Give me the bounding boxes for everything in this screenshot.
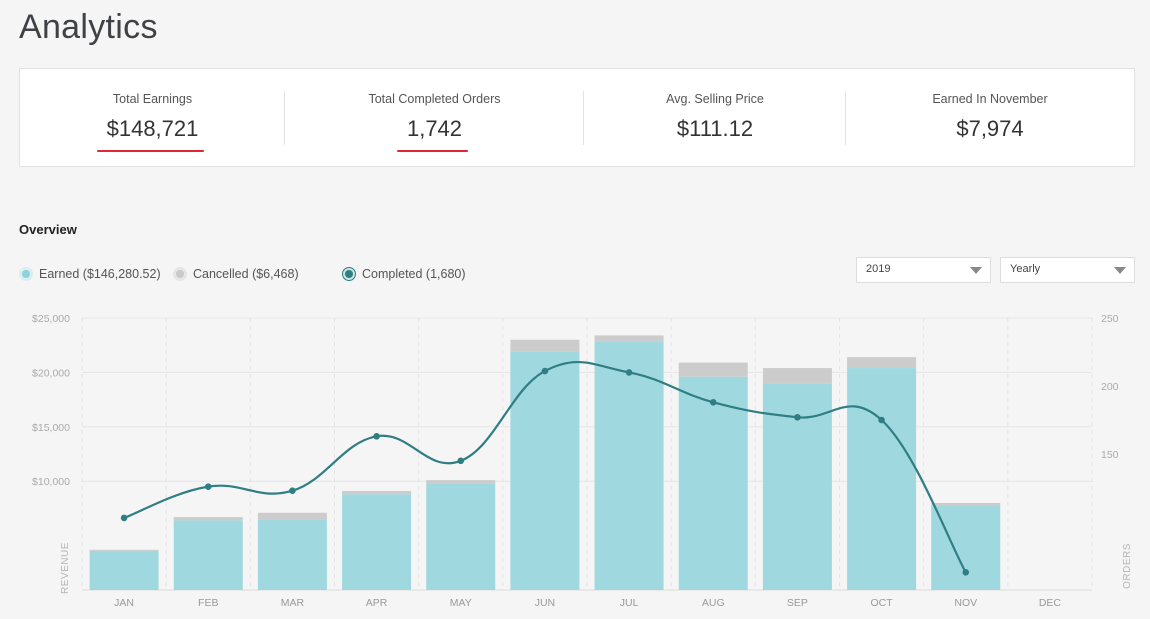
legend-cancelled[interactable]: Cancelled ($6,468) <box>173 267 299 281</box>
stat-value: $7,974 <box>956 116 1023 142</box>
cancelled-bar <box>847 357 917 369</box>
stat-label: Total Completed Orders <box>368 92 501 106</box>
cancelled-bar <box>931 502 1001 506</box>
period-select[interactable]: Yearly <box>1000 257 1135 283</box>
overview-title: Overview <box>19 222 77 237</box>
cancelled-bar <box>426 480 496 484</box>
chevron-down-icon <box>970 267 982 274</box>
legend-label: Earned ($146,280.52) <box>39 267 161 281</box>
x-tick-label: APR <box>366 597 388 609</box>
cancelled-bar <box>257 512 327 520</box>
year-select-value: 2019 <box>866 263 891 275</box>
legend-earned[interactable]: Earned ($146,280.52) <box>19 267 161 281</box>
x-tick-label: OCT <box>870 597 893 609</box>
completed-point <box>878 416 885 424</box>
chevron-down-icon <box>1114 267 1126 274</box>
y-right-axis-label: ORDERS <box>1122 543 1133 589</box>
x-tick-label: SEP <box>787 597 808 609</box>
cancelled-bar <box>342 490 412 495</box>
y-right-tick-label: 200 <box>1101 381 1119 393</box>
completed-point <box>625 369 633 376</box>
completed-point <box>204 483 212 490</box>
completed-point <box>289 487 296 495</box>
earned-bar <box>594 341 664 590</box>
stat-value-text: $148,721 <box>106 116 199 141</box>
earned-bar <box>257 519 327 590</box>
earned-bar <box>173 520 243 590</box>
y-left-tick-label: $15,000 <box>32 422 70 434</box>
stat-value: $111.12 <box>677 116 753 142</box>
legend-label: Completed (1,680) <box>362 267 466 281</box>
divider <box>583 91 584 145</box>
period-select-value: Yearly <box>1010 263 1041 275</box>
completed-point <box>373 433 380 440</box>
earned-bar <box>510 351 580 590</box>
overview-chart: $25,000 $20,000 $15,000 $10,000 250 200 150 REV… <box>32 313 1133 609</box>
cancelled-bar <box>678 362 748 377</box>
stat-value: 1,742 <box>396 116 469 152</box>
highlight-underline <box>396 150 469 152</box>
completed-point <box>962 569 970 576</box>
x-tick-label: JUL <box>620 597 639 609</box>
x-tick-label: JAN <box>114 597 134 609</box>
x-tick-label: JUN <box>535 597 555 609</box>
page-title: Analytics <box>19 8 158 46</box>
divider <box>845 91 846 145</box>
completed-point <box>120 514 128 522</box>
stat-label: Avg. Selling Price <box>666 92 764 106</box>
cancelled-bar <box>594 335 664 342</box>
y-left-tick-label: $25,000 <box>32 313 70 325</box>
stat-value-text: $111.12 <box>676 116 754 141</box>
y-right-tick-label: 150 <box>1101 449 1119 461</box>
stats-card: Total Earnings $148,721 Total Completed … <box>19 68 1135 167</box>
x-tick-label: MAY <box>450 597 472 609</box>
earned-bar <box>931 505 1001 590</box>
cancelled-bar <box>762 368 832 384</box>
earned-bar <box>847 368 917 590</box>
cancelled-bar <box>173 517 243 521</box>
stat-earned-in-november: Earned In November $7,974 <box>846 69 1134 166</box>
legend-completed[interactable]: Completed (1,680) <box>342 267 466 281</box>
completed-point <box>457 457 465 465</box>
stat-value-text: $7,974 <box>956 116 1024 141</box>
stat-avg-selling-price: Avg. Selling Price $111.12 <box>584 69 846 166</box>
year-select[interactable]: 2019 <box>856 257 991 283</box>
x-tick-label: MAR <box>281 597 305 609</box>
x-tick-label: DEC <box>1039 597 1062 609</box>
stat-total-earnings: Total Earnings $148,721 <box>20 69 285 166</box>
x-tick-label: FEB <box>198 597 218 609</box>
divider <box>284 91 285 145</box>
highlight-underline <box>96 150 205 152</box>
earned-bar <box>426 483 496 590</box>
x-tick-label: AUG <box>702 597 725 609</box>
earned-bar <box>89 550 159 590</box>
earned-bar <box>342 494 412 590</box>
completed-point <box>794 413 801 421</box>
legend-label: Cancelled ($6,468) <box>193 267 299 281</box>
completed-point <box>709 399 717 406</box>
stat-label: Total Earnings <box>112 92 193 106</box>
y-left-axis-label: REVENUE <box>60 542 71 594</box>
earned-bar <box>678 376 748 590</box>
y-left-tick-label: $10,000 <box>32 476 70 488</box>
cancelled-legend-marker-icon <box>173 267 187 281</box>
y-left-tick-label: $20,000 <box>32 367 70 379</box>
completed-point <box>541 367 549 375</box>
stat-total-completed-orders: Total Completed Orders 1,742 <box>285 69 584 166</box>
cancelled-bar <box>89 549 159 551</box>
stat-value-text: 1,742 <box>406 116 463 141</box>
y-right-tick-label: 250 <box>1101 313 1119 325</box>
earned-legend-marker-icon <box>19 267 33 281</box>
cancelled-bar <box>510 339 580 352</box>
stat-label: Earned In November <box>932 92 1048 106</box>
stat-value: $148,721 <box>96 116 205 152</box>
completed-legend-marker-icon <box>342 267 356 281</box>
x-tick-label: NOV <box>954 597 977 609</box>
